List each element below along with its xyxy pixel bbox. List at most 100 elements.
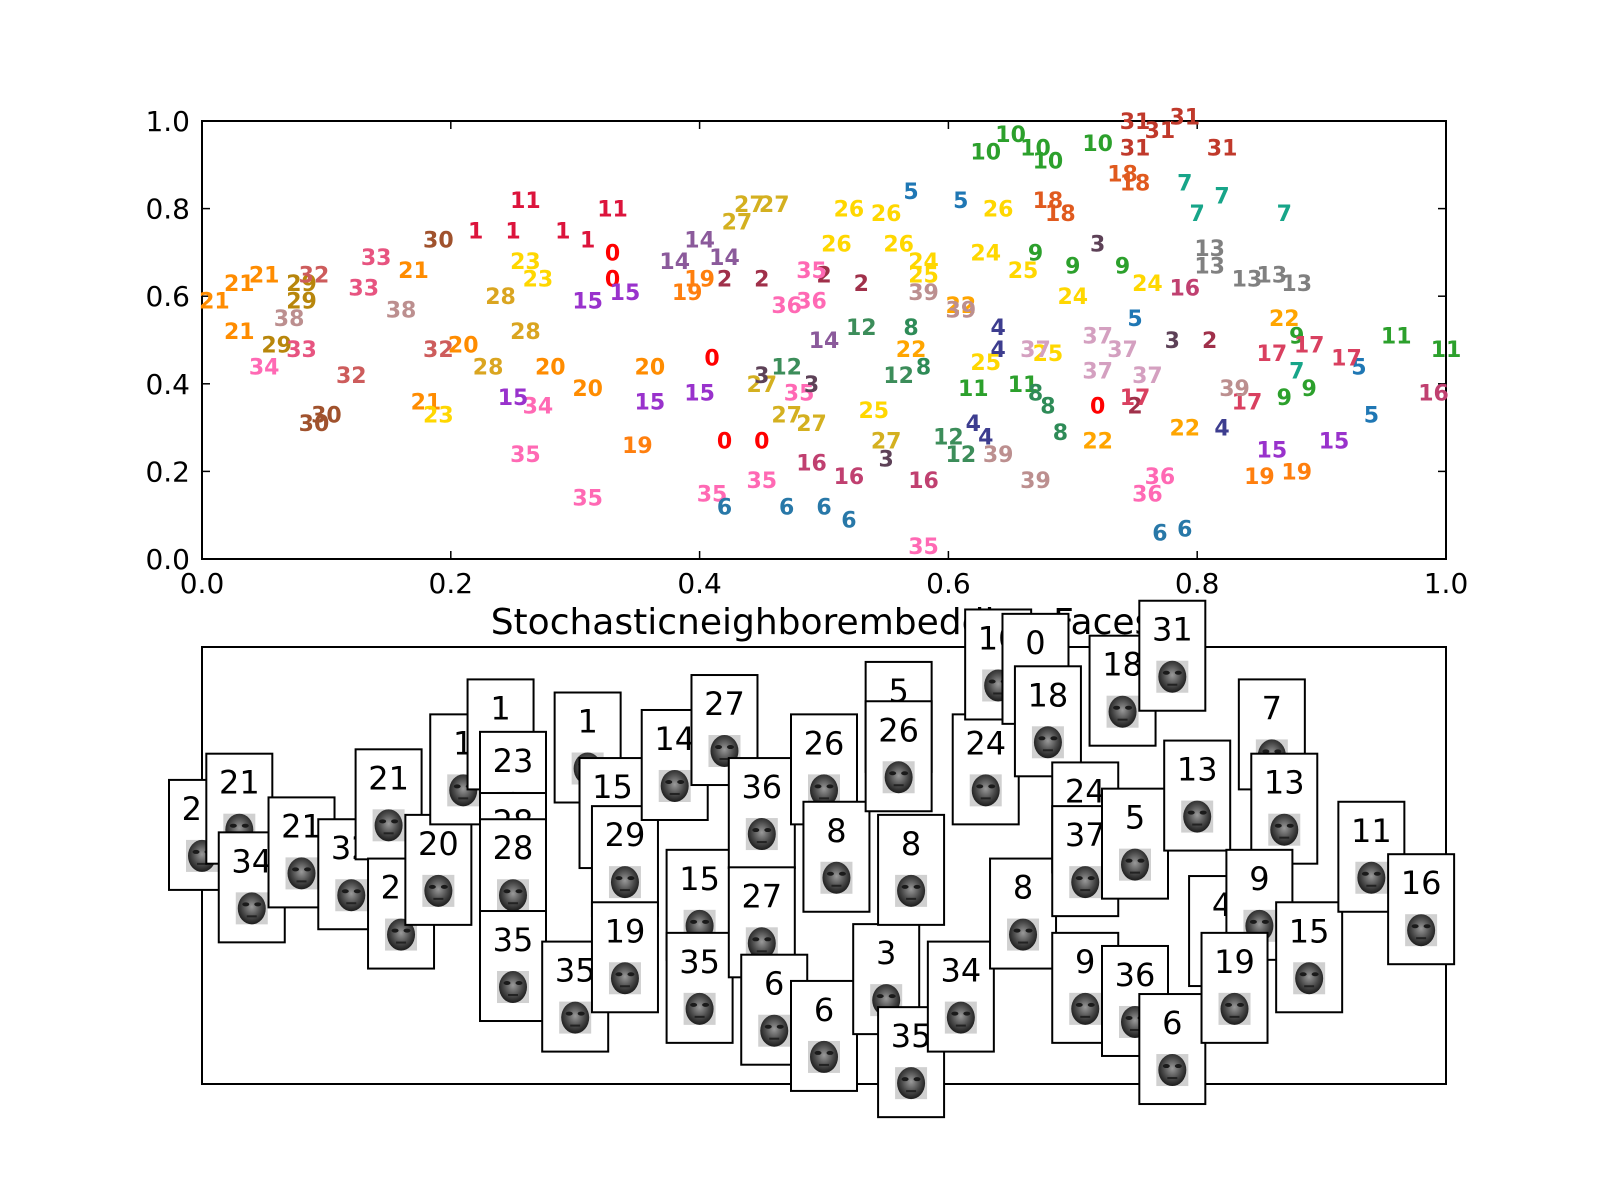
face-eye (665, 779, 673, 784)
point-label-5: 5 (1351, 355, 1366, 380)
point-label-11: 11 (510, 189, 541, 214)
point-label-29: 29 (261, 333, 292, 358)
face-eye (963, 1011, 971, 1016)
face-mouth (619, 985, 630, 988)
face-eye (192, 849, 200, 854)
face-card-label: 6 (814, 991, 834, 1029)
point-label-0: 0 (717, 430, 732, 455)
face-card-label: 24 (1065, 772, 1106, 810)
face-mouth (1130, 871, 1140, 874)
face-card-label: 35 (493, 921, 534, 959)
face-icon (660, 769, 689, 802)
point-label-32: 32 (336, 364, 367, 389)
point-label-37: 37 (1082, 360, 1113, 385)
face-card-label: 9 (1075, 943, 1095, 981)
point-label-30: 30 (311, 403, 342, 428)
face-eye (752, 828, 760, 833)
point-label-39: 39 (908, 281, 939, 306)
face-mouth (1042, 749, 1053, 752)
point-label-24: 24 (970, 241, 1001, 266)
point-label-25: 25 (908, 263, 939, 288)
face-eye (515, 981, 523, 986)
face-card-29: 29 (590, 805, 659, 918)
point-label-15: 15 (1319, 430, 1350, 455)
face-eye (1050, 736, 1058, 741)
x-tick-label: 0.2 (429, 567, 474, 600)
face-mouth (893, 784, 904, 787)
face-mouth (1167, 683, 1178, 686)
point-label-21: 21 (199, 290, 230, 315)
point-label-15: 15 (498, 386, 529, 411)
face-mouth (396, 941, 407, 944)
face-icon (499, 971, 527, 1004)
point-label-21: 21 (398, 259, 429, 284)
point-label-10: 10 (1033, 149, 1064, 174)
point-label-22: 22 (1269, 307, 1300, 332)
face-eye (876, 994, 884, 999)
face-card-label: 0 (1025, 624, 1045, 662)
face-mouth (1416, 937, 1427, 940)
face-icon (237, 892, 266, 925)
face-eye (627, 972, 635, 977)
point-label-24: 24 (908, 250, 939, 275)
face-mouth (669, 792, 680, 795)
face-icon (1108, 695, 1137, 728)
face-mouth (1229, 1015, 1240, 1018)
point-label-21: 21 (224, 320, 255, 345)
point-label-1: 1 (580, 228, 595, 253)
point-label-26: 26 (834, 198, 865, 223)
point-label-19: 19 (684, 268, 715, 293)
point-label-8: 8 (1053, 421, 1068, 446)
face-eye (1162, 670, 1170, 675)
face-eye (901, 884, 909, 889)
point-label-23: 23 (510, 250, 541, 275)
face-card-31: 31 (1138, 599, 1207, 712)
face-card-label: 19 (1214, 943, 1255, 981)
face-card-label: 28 (493, 829, 534, 867)
point-label-12: 12 (846, 316, 877, 341)
face-icon (1183, 800, 1212, 833)
point-label-28: 28 (510, 320, 541, 345)
face-icon (499, 879, 527, 912)
face-card-label: 7 (1262, 689, 1282, 727)
y-tick-label: 0.0 (145, 543, 190, 576)
face-card-label: 13 (1264, 764, 1305, 802)
face-card-label: 21 (368, 759, 409, 797)
face-card-8: 8 (989, 857, 1058, 970)
face-mouth (1018, 941, 1029, 944)
face-icon (810, 1040, 838, 1073)
point-label-29: 29 (286, 290, 317, 315)
point-label-26: 26 (983, 198, 1014, 223)
face-card-label: 23 (493, 742, 534, 780)
face-icon (747, 927, 776, 960)
face-eye (1274, 749, 1282, 754)
point-label-9: 9 (1277, 386, 1292, 411)
face-card-16: 16 (1387, 853, 1456, 966)
point-label-2: 2 (1202, 329, 1217, 354)
face-mouth (570, 1024, 581, 1027)
face-icon (1270, 813, 1299, 846)
face-card-6: 6 (790, 979, 858, 1092)
face-mouth (1192, 823, 1203, 826)
face-eye (627, 876, 635, 881)
point-label-22: 22 (896, 338, 927, 363)
face-eye (764, 828, 772, 833)
point-label-35: 35 (572, 487, 603, 512)
face-eye (379, 819, 387, 824)
point-label-20: 20 (635, 355, 666, 380)
point-label-39: 39 (983, 443, 1014, 468)
face-eye (976, 784, 984, 789)
face-eye (1237, 1002, 1245, 1007)
face-eye (515, 889, 523, 894)
point-label-34: 34 (249, 355, 280, 380)
face-mouth (756, 950, 767, 953)
point-label-27: 27 (746, 373, 777, 398)
face-eye (1299, 972, 1307, 977)
faces-embedding-plot: 2121342132212120112328283513515291914271… (168, 599, 1456, 1119)
face-card-label: 26 (804, 724, 845, 762)
point-label-27: 27 (734, 193, 765, 218)
face-eye (1075, 876, 1083, 881)
point-label-38: 38 (274, 307, 305, 332)
face-mouth (197, 862, 207, 865)
